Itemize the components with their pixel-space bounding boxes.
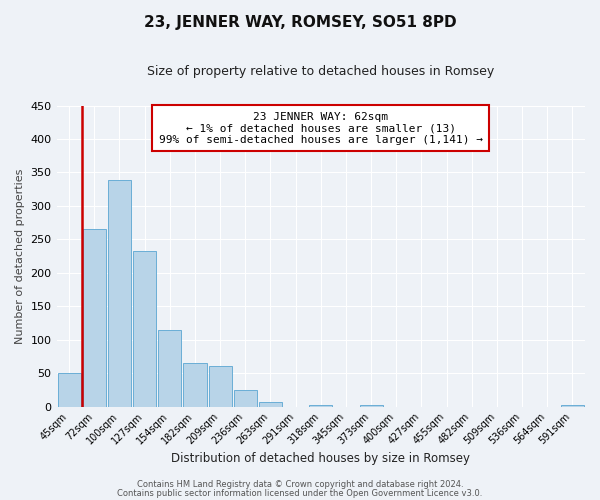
- Bar: [234, 390, 257, 406]
- Bar: [184, 363, 206, 406]
- X-axis label: Distribution of detached houses by size in Romsey: Distribution of detached houses by size …: [171, 452, 470, 465]
- Text: 23 JENNER WAY: 62sqm
← 1% of detached houses are smaller (13)
99% of semi-detach: 23 JENNER WAY: 62sqm ← 1% of detached ho…: [159, 112, 483, 145]
- Bar: [108, 180, 131, 406]
- Text: Contains public sector information licensed under the Open Government Licence v3: Contains public sector information licen…: [118, 488, 482, 498]
- Title: Size of property relative to detached houses in Romsey: Size of property relative to detached ho…: [147, 65, 494, 78]
- Bar: [83, 230, 106, 406]
- Bar: [133, 252, 156, 406]
- Bar: [259, 402, 282, 406]
- Bar: [158, 330, 181, 406]
- Text: 23, JENNER WAY, ROMSEY, SO51 8PD: 23, JENNER WAY, ROMSEY, SO51 8PD: [143, 15, 457, 30]
- Text: Contains HM Land Registry data © Crown copyright and database right 2024.: Contains HM Land Registry data © Crown c…: [137, 480, 463, 489]
- Bar: [209, 366, 232, 406]
- Y-axis label: Number of detached properties: Number of detached properties: [15, 168, 25, 344]
- Bar: [58, 373, 80, 406]
